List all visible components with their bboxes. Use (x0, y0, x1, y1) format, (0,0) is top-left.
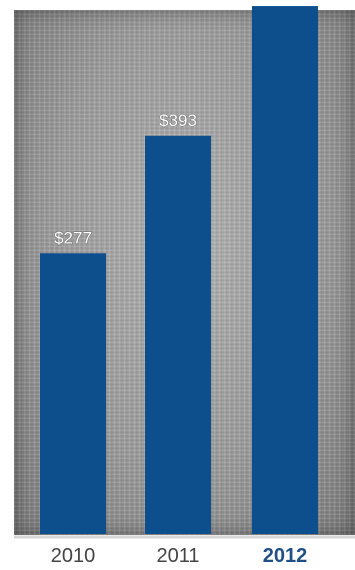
value-label-2010: $277 (54, 228, 92, 247)
bar-2010 (40, 253, 106, 534)
x-tick-label-2012: 2012 (263, 545, 308, 567)
value-label-2011: $393 (159, 111, 197, 130)
value-labels-layer: $277$393$521 (54, 0, 305, 248)
bar-2011 (145, 135, 211, 534)
bars-layer (40, 6, 318, 534)
x-tick-label-2011: 2011 (156, 545, 199, 567)
bar-2012 (252, 6, 318, 534)
x-tick-label-2010: 2010 (51, 545, 96, 567)
x-tick-labels-layer: 2010 2011 2012 (51, 545, 308, 567)
